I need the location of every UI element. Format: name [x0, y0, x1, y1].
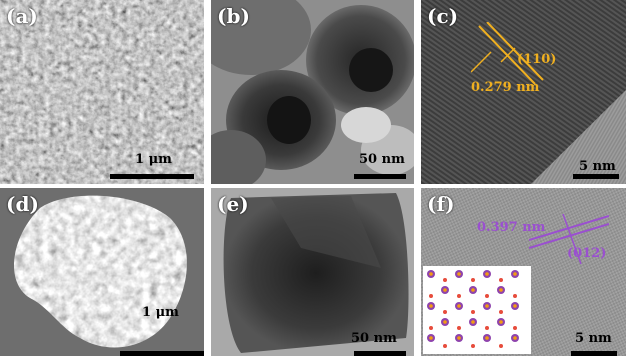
panel-b-tem-image: (b) 50 nm — [211, 0, 414, 184]
lattice-spacing-marker-f — [529, 213, 609, 265]
scale-bar-a — [110, 174, 194, 179]
panel-c-hrtem-image: (c) (110) 0.279 nm 5 nm — [421, 0, 626, 184]
panel-label-e: (e) — [217, 192, 249, 216]
scale-bar-e — [354, 351, 406, 356]
scale-bar-c — [573, 174, 619, 179]
scale-label-e: 50 nm — [351, 331, 397, 346]
scale-label-d: 1 μm — [142, 305, 179, 320]
panel-a-sem-image: (a) 1 μm — [0, 0, 204, 184]
hrtem-lattice-c — [421, 0, 626, 184]
scale-label-c: 5 nm — [579, 159, 616, 174]
panel-d-sem-image: (d) 1 μm — [0, 188, 204, 356]
panel-label-f: (f) — [427, 192, 455, 216]
tem-particles-b — [211, 0, 414, 184]
scale-bar-d — [120, 351, 204, 356]
panel-e-tem-image: (e) 50 nm — [211, 188, 414, 356]
scale-bar-f — [571, 351, 617, 356]
plane-label-f: (012) — [567, 246, 607, 261]
panel-label-d: (d) — [6, 192, 39, 216]
panel-label-b: (b) — [217, 4, 250, 28]
panel-f-hrtem-image: (f) 0.397 nm (012) — [421, 188, 626, 356]
structure-atoms — [427, 270, 519, 348]
scale-label-b: 50 nm — [359, 152, 405, 167]
d-spacing-label-c: 0.279 nm — [471, 80, 540, 95]
scale-label-a: 1 μm — [135, 152, 172, 167]
panel-label-c: (c) — [427, 4, 459, 28]
sem-texture-a — [0, 0, 204, 184]
panel-label-a: (a) — [6, 4, 38, 28]
lattice-spacing-marker-c — [471, 22, 544, 85]
tem-cube-particle-e — [211, 188, 414, 356]
scale-label-f: 5 nm — [575, 331, 612, 346]
crystal-structure-inset — [423, 266, 531, 354]
scale-bar-b — [354, 174, 406, 179]
d-spacing-label-f: 0.397 nm — [477, 220, 546, 235]
plane-label-c: (110) — [517, 52, 557, 67]
sem-aggregate-d — [0, 188, 204, 356]
